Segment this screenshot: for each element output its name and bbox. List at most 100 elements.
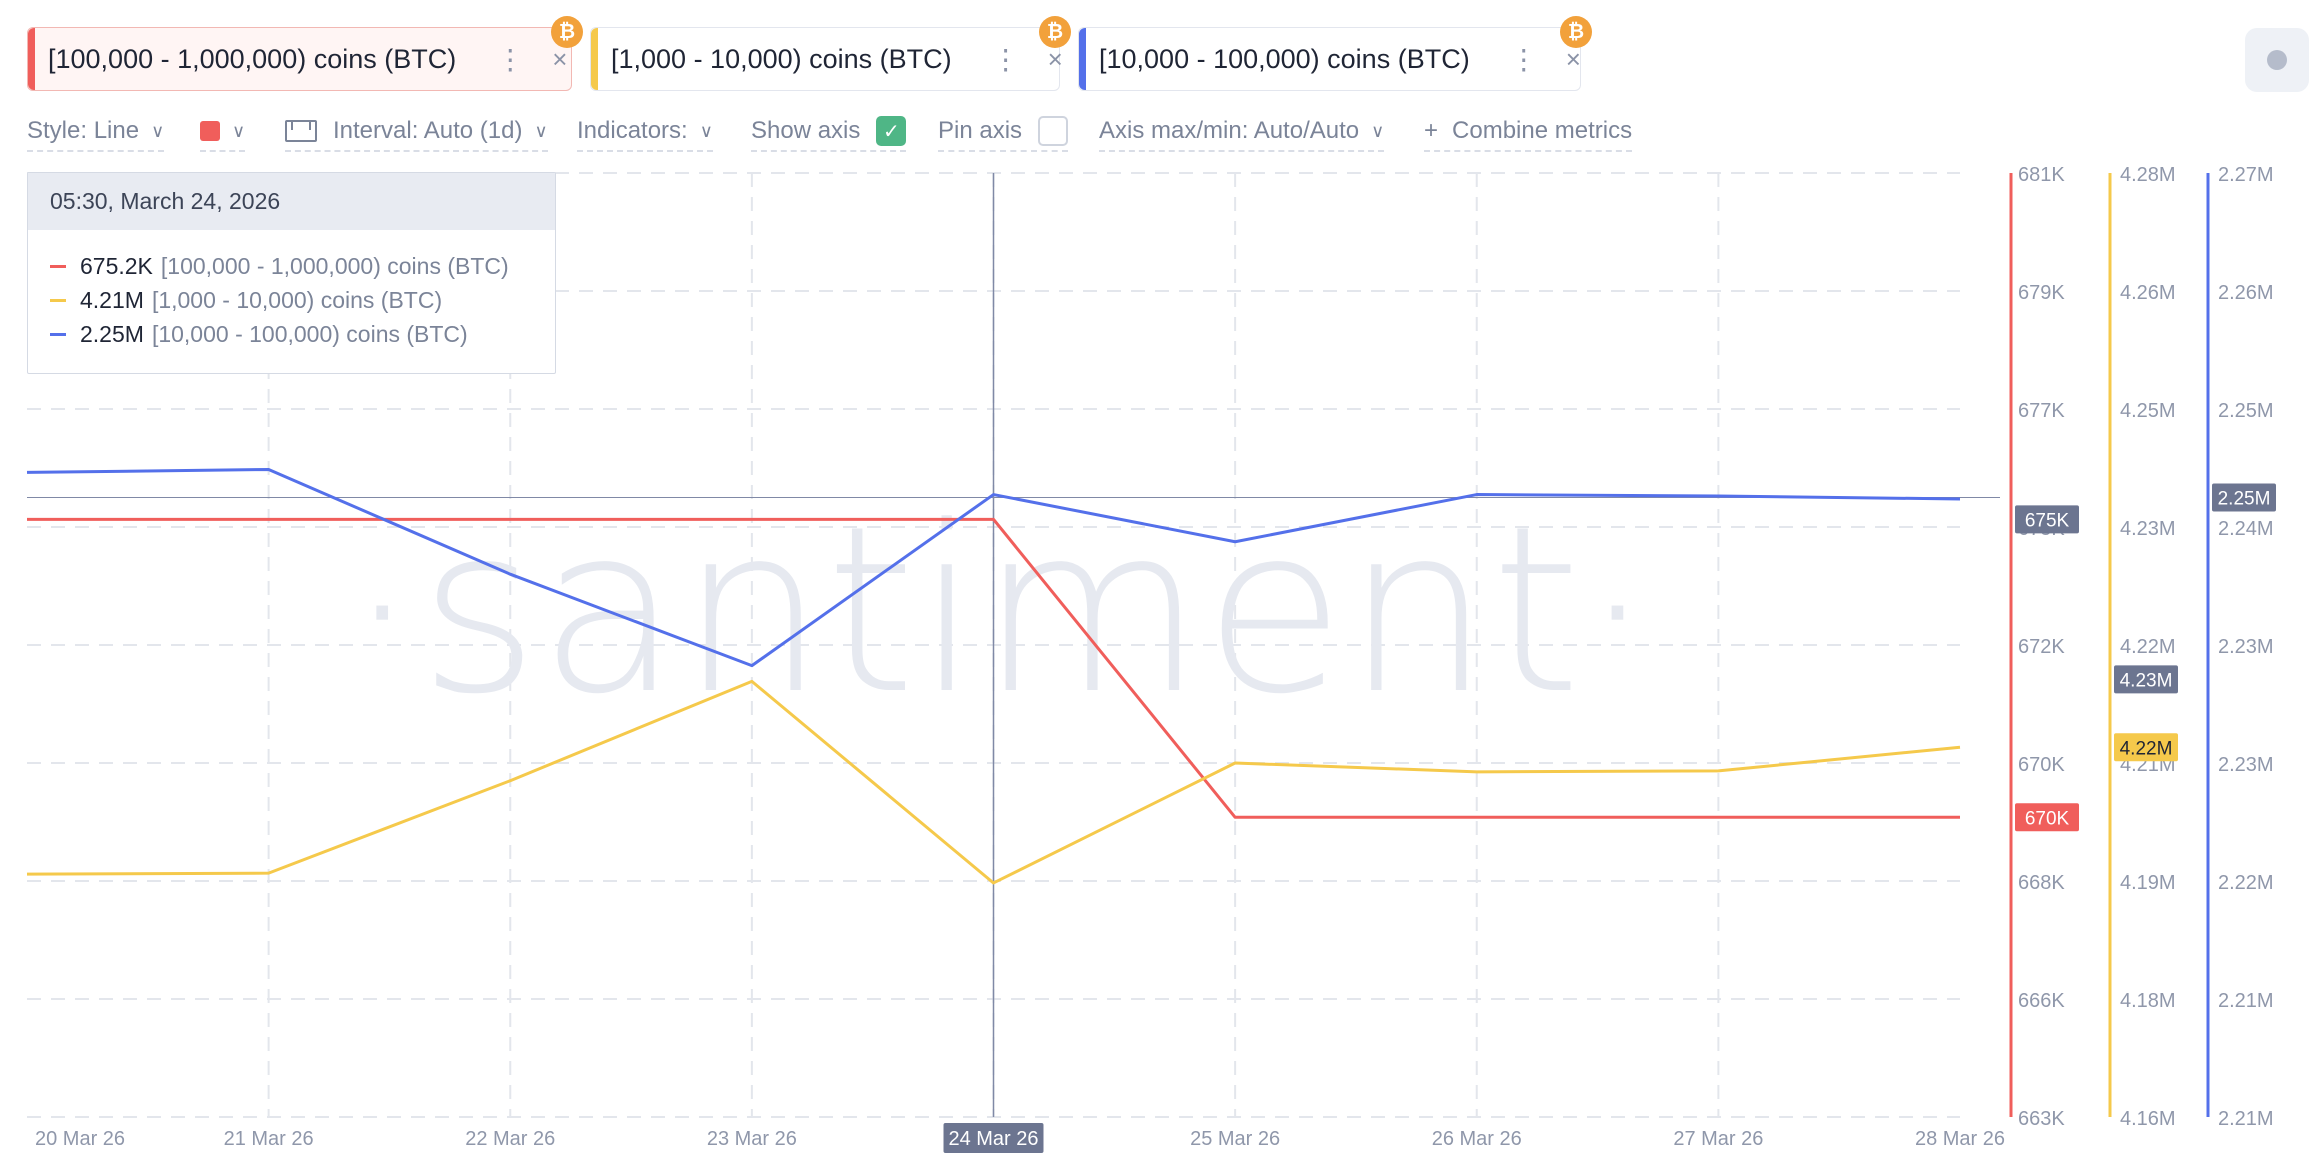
tooltip-value: 2.25M — [80, 321, 144, 347]
y-tick-label: 4.26M — [2120, 282, 2176, 304]
color-picker[interactable]: ∨ — [200, 112, 246, 152]
x-tick-label: 26 Mar 26 — [1432, 1128, 1522, 1150]
y-tick-label: 668K — [2018, 872, 2065, 894]
y-tick-label: 4.23M — [2120, 518, 2176, 540]
y-tick-label: 663K — [2018, 1108, 2065, 1130]
indicators-dropdown[interactable]: Indicators: ∨ — [577, 112, 713, 152]
close-icon[interactable]: × — [552, 43, 568, 74]
hover-value-label: 675K — [2025, 510, 2070, 531]
close-icon[interactable]: × — [1565, 43, 1581, 74]
tooltip-value: 675.2K — [80, 253, 153, 279]
more-vertical-icon[interactable]: ⋮ — [1509, 43, 1538, 75]
series-line — [26, 679, 1961, 885]
pin-axis-label: Pin axis — [938, 117, 1023, 144]
metric-pill-small-holders[interactable]: [1,000 - 10,000) coins (BTC) ⋮ × ₿ — [590, 16, 1071, 91]
y-tick-label: 4.25M — [2120, 400, 2176, 422]
y-tick-label: 2.24M — [2218, 518, 2274, 540]
current-value-tag: 670K — [2015, 803, 2079, 832]
settings-toggle-button[interactable] — [2245, 28, 2309, 92]
y-tick-label: 4.28M — [2120, 164, 2176, 186]
y-tick-label: 2.27M — [2218, 164, 2274, 186]
more-vertical-icon[interactable]: ⋮ — [991, 43, 1020, 75]
x-tick-label: 28 Mar 26 — [1915, 1128, 2005, 1150]
x-tick-label: 20 Mar 26 — [35, 1128, 125, 1150]
x-highlight-tag — [943, 1123, 1044, 1153]
combine-metrics-label: Combine metrics — [1452, 117, 1633, 144]
y-tick-label: 4.22M — [2120, 636, 2176, 658]
x-tick-label: 21 Mar 26 — [224, 1128, 314, 1150]
show-axis-checkbox[interactable]: ✓ — [876, 116, 907, 146]
metric-pill-mid-holders[interactable]: [10,000 - 100,000) coins (BTC) ⋮ × ₿ — [1078, 16, 1592, 91]
y-tick-label: 666K — [2018, 990, 2065, 1012]
color-swatch — [200, 121, 220, 141]
y-tick-label: 2.21M — [2218, 990, 2274, 1012]
bitcoin-icon: ₿ — [1560, 16, 1592, 48]
axis-maxmin-dropdown[interactable]: Axis max/min: Auto/Auto ∨ — [1099, 112, 1385, 152]
chevron-down-icon: ∨ — [699, 120, 713, 141]
chevron-down-icon: ∨ — [232, 120, 246, 141]
y-tick-label: 2.21M — [2218, 1108, 2274, 1130]
pin-axis-toggle[interactable]: Pin axis — [938, 112, 1069, 152]
bitcoin-icon: ₿ — [551, 16, 583, 48]
axis-value-tags: 675K 670K 4.23M 4.22M 2.25M — [2015, 483, 2276, 832]
hover-value-tag: 4.23M — [2114, 665, 2178, 694]
chart-series — [26, 467, 1961, 885]
metric-pill-large-holders[interactable]: [100,000 - 1,000,000) coins (BTC) ⋮ × ₿ — [27, 16, 583, 91]
ruler-icon — [285, 120, 317, 142]
x-tick-label: 25 Mar 26 — [1190, 1128, 1280, 1150]
current-value-tag: 2.25M — [2212, 483, 2276, 512]
tooltip-row: 675.2K [100,000 - 1,000,000) coins (BTC) — [50, 253, 509, 280]
series-color-dash — [50, 265, 66, 268]
y-tick-label: 4.18M — [2120, 990, 2176, 1012]
series-line — [27, 517, 1960, 819]
metric-label: [1,000 - 10,000) coins (BTC) — [611, 43, 952, 74]
pin-axis-checkbox[interactable] — [1038, 116, 1069, 146]
indicators-label: Indicators: — [577, 117, 688, 144]
hover-value-tag: 675K — [2015, 505, 2079, 534]
y-tick-label: 672K — [2018, 636, 2065, 658]
more-vertical-icon[interactable]: ⋮ — [496, 43, 524, 75]
tooltip-label: [100,000 - 1,000,000) coins (BTC) — [160, 253, 509, 279]
series-color-dash — [50, 333, 66, 336]
show-axis-label: Show axis — [751, 117, 861, 144]
plus-icon: + — [1424, 117, 1439, 144]
metric-label: [10,000 - 100,000) coins (BTC) — [1099, 43, 1470, 74]
combine-metrics-button[interactable]: + Combine metrics — [1424, 112, 1633, 152]
y-tick-label: 2.23M — [2218, 754, 2274, 776]
current-value-label: 4.22M — [2120, 738, 2173, 759]
y-axes: 681K 679K 677K 675K 672K 670K 668K 666K 663K 4.28… — [2009, 164, 2274, 1130]
x-tick-label: 22 Mar 26 — [465, 1128, 555, 1150]
style-label: Style: Line — [27, 117, 140, 144]
tooltip-label: [1,000 - 10,000) coins (BTC) — [151, 287, 443, 313]
interval-dropdown[interactable]: Interval: Auto (1d) ∨ — [285, 112, 548, 152]
y-tick-label: 679K — [2018, 282, 2065, 304]
y-tick-label: 681K — [2018, 164, 2065, 186]
close-icon[interactable]: × — [1047, 43, 1063, 74]
axis-maxmin-label: Axis max/min: Auto/Auto — [1099, 117, 1360, 144]
metric-label: [100,000 - 1,000,000) coins (BTC) — [48, 43, 457, 74]
chevron-down-icon: ∨ — [534, 120, 548, 141]
y-tick-label: 670K — [2018, 754, 2065, 776]
x-tick-label: 23 Mar 26 — [707, 1128, 797, 1150]
style-dropdown[interactable]: Style: Line ∨ — [27, 112, 165, 152]
y-tick-label: 2.22M — [2218, 872, 2274, 894]
series-color-dash — [50, 299, 66, 302]
metric-color-bar — [28, 28, 35, 90]
series-line — [26, 467, 1961, 668]
dot-icon — [2267, 50, 2287, 70]
show-axis-toggle[interactable]: Show axis ✓ — [751, 112, 907, 152]
current-value-label: 670K — [2025, 808, 2070, 829]
bitcoin-icon: ₿ — [1039, 16, 1071, 48]
y-tick-label: 677K — [2018, 400, 2065, 422]
metric-color-bar — [591, 28, 598, 90]
y-tick-label: 4.16M — [2120, 1108, 2176, 1130]
chevron-down-icon: ∨ — [151, 120, 165, 141]
chevron-down-icon: ∨ — [1371, 120, 1385, 141]
current-value-label: 2.25M — [2218, 489, 2271, 510]
tooltip-label: [10,000 - 100,000) coins (BTC) — [151, 321, 468, 347]
x-tick-label: 24 Mar 26 — [948, 1128, 1038, 1150]
y-tick-label: 4.19M — [2120, 872, 2176, 894]
metric-color-bar — [1079, 28, 1086, 90]
x-tick-label: 27 Mar 26 — [1673, 1128, 1763, 1150]
x-axis-labels: 20 Mar 26 21 Mar 26 22 Mar 26 23 Mar 26 24 M… — [35, 1123, 2005, 1153]
